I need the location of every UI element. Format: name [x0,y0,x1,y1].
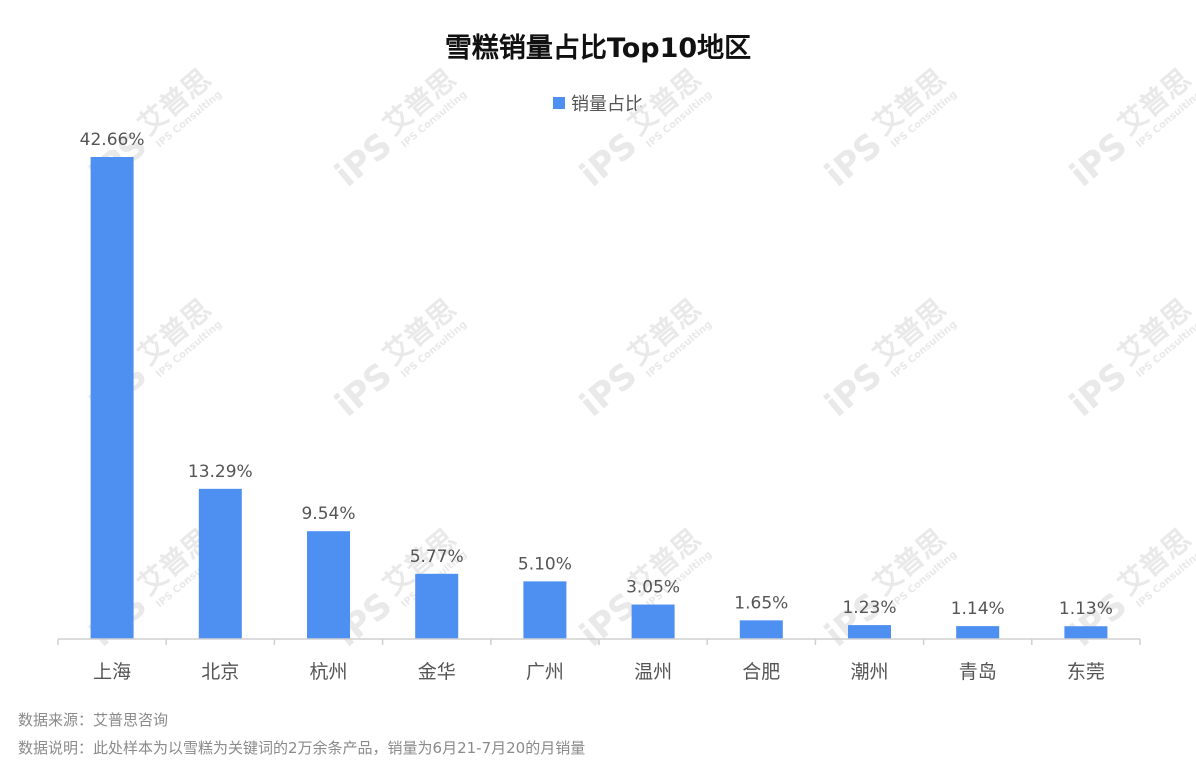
data-label-5: 3.05% [626,578,680,598]
bars-group [90,157,1108,639]
x-tick-label-0: 上海 [93,661,131,683]
watermark-logo-text: iPS [327,125,399,195]
watermark-logo-text: iPS [1062,125,1134,195]
data-label-0: 42.66% [80,130,145,150]
bar-8 [956,626,1000,639]
data-label-4: 5.10% [518,554,572,574]
bar-0 [90,157,134,639]
x-tick-label-9: 东莞 [1067,661,1105,683]
x-tick-label-6: 合肥 [742,661,780,683]
x-tick-label-4: 广州 [526,661,564,683]
bar-9 [1064,626,1108,639]
data-labels: 42.66% 13.29% 9.54% 5.77% 5.10% 3.05% 1.65% 1.2… [80,130,1113,619]
x-tick-label-3: 金华 [418,661,456,683]
x-tick-label-7: 潮州 [850,661,888,683]
watermark-logo-text: iPS [572,355,644,425]
legend: 销量占比 [0,90,1196,116]
data-label-1: 13.29% [188,462,253,482]
chart-title: 雪糕销量占比Top10地区 [444,33,752,64]
bar-4 [523,581,567,639]
footnote-source: 数据来源：艾普思咨询 [18,711,169,729]
x-axis-tick-labels: 上海 北京 杭州 金华 广州 温州 合肥 潮州 青岛 东莞 [93,661,1105,683]
bar-2 [307,531,350,639]
watermark-logo-text: iPS [817,585,889,655]
bar-6 [739,620,783,639]
legend-label: 销量占比 [571,94,643,115]
watermark-logo-text: iPS [817,355,889,425]
data-label-2: 9.54% [301,504,355,524]
bar-7 [848,625,891,639]
data-label-3: 5.77% [410,547,464,567]
watermark-logo-text: iPS [1062,585,1134,655]
footnote-note: 数据说明：此处样本为以雪糕为关键词的2万余条产品，销量为6月21-7月20的月销… [18,739,586,757]
watermark-logo-text: iPS [572,125,644,195]
data-label-9: 1.13% [1059,599,1113,619]
bar-3 [415,573,459,639]
x-tick-label-8: 青岛 [959,661,997,683]
data-label-6: 1.65% [734,593,788,613]
bar-5 [631,604,675,639]
watermark-logo-text: iPS [1062,355,1134,425]
x-tick-label-2: 杭州 [309,661,347,683]
x-axis-ticks [57,639,1141,645]
x-tick-label-5: 温州 [634,661,672,683]
watermark-logo-text: iPS [817,125,889,195]
bar-1 [198,488,242,639]
watermark-logo-text: iPS [327,355,399,425]
data-label-8: 1.14% [951,599,1005,619]
data-label-7: 1.23% [842,598,896,618]
x-tick-label-1: 北京 [201,661,239,683]
legend-swatch [553,97,565,109]
